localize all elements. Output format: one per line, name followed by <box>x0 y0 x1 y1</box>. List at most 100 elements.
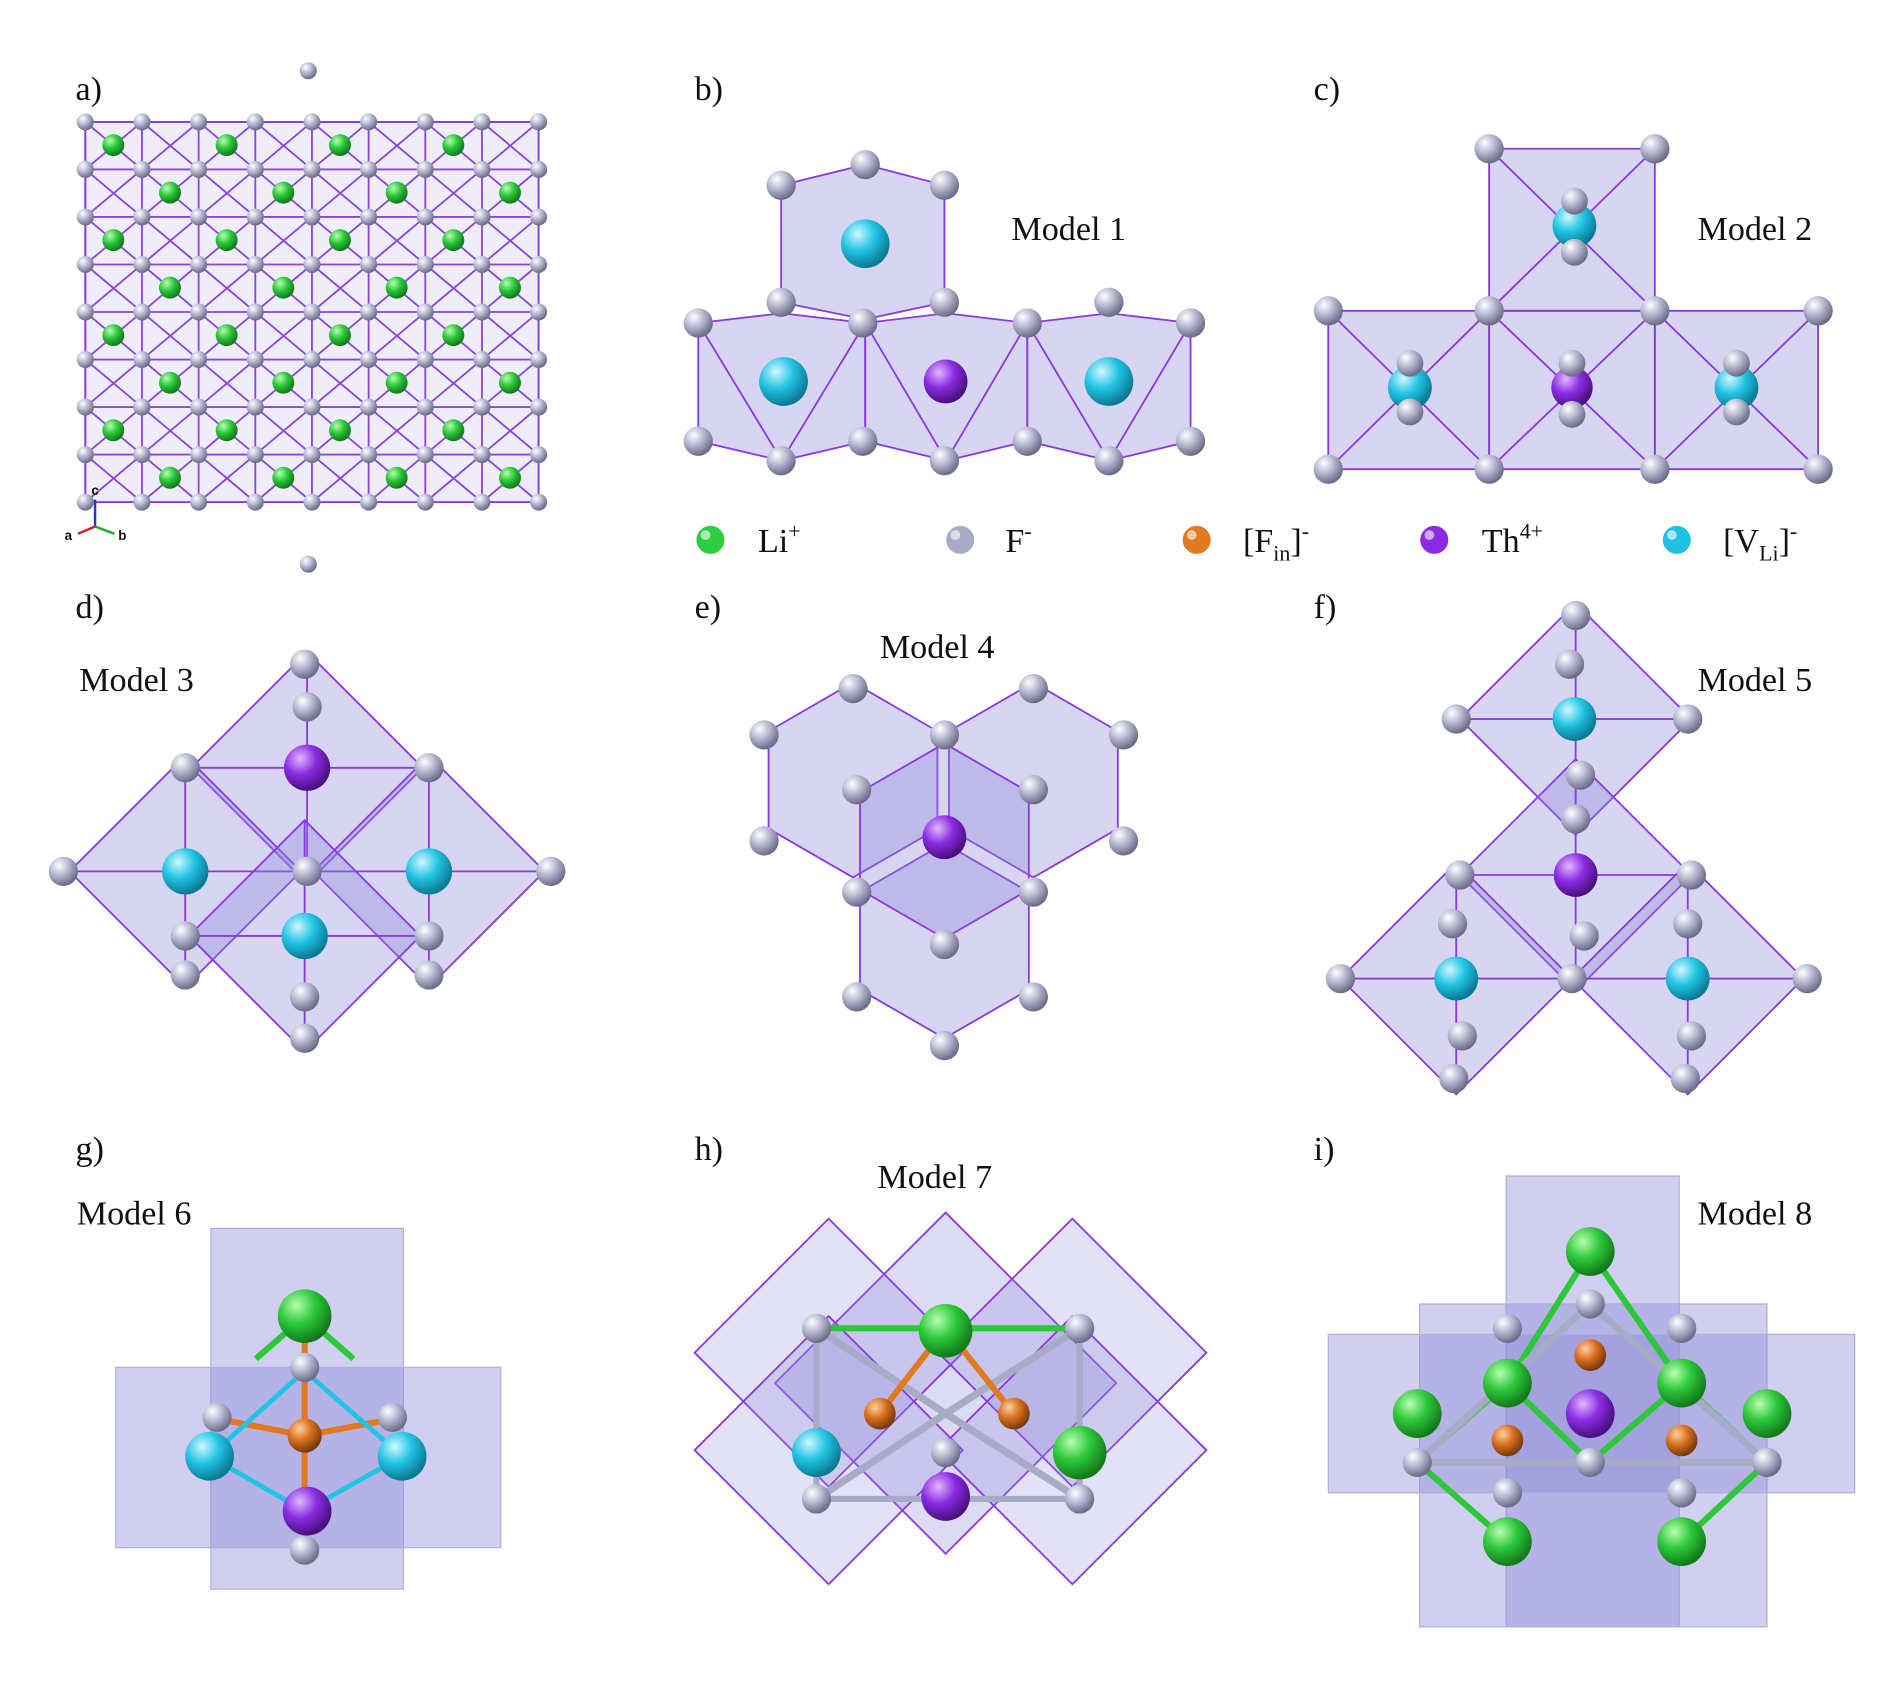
atom <box>1175 426 1206 456</box>
atom <box>998 1397 1030 1430</box>
bond <box>368 311 426 361</box>
atom <box>1561 804 1591 834</box>
bond <box>943 1410 1082 1503</box>
atom <box>530 398 548 416</box>
bond <box>141 311 200 361</box>
bond <box>481 216 540 266</box>
atom <box>840 219 890 269</box>
atom <box>842 775 872 805</box>
atom <box>360 398 378 416</box>
bond <box>311 358 370 408</box>
atom <box>416 351 434 369</box>
atom <box>1483 1517 1532 1566</box>
atom <box>749 826 779 856</box>
bond <box>481 406 540 456</box>
atom <box>76 398 94 416</box>
atom <box>1474 296 1504 326</box>
atom <box>76 160 94 178</box>
atom <box>360 255 378 274</box>
legend-sup: - <box>1302 519 1309 544</box>
atom <box>290 982 320 1012</box>
atom <box>1561 187 1588 215</box>
bond <box>84 263 143 313</box>
atom <box>1313 296 1343 326</box>
atom <box>1673 909 1703 939</box>
atom <box>190 351 208 369</box>
atom <box>1108 720 1139 750</box>
atom <box>76 113 94 131</box>
atom <box>1094 446 1124 476</box>
atom <box>442 419 465 442</box>
atom <box>863 1397 896 1430</box>
atom <box>76 255 94 274</box>
atom <box>848 426 878 456</box>
atom <box>1670 1063 1700 1094</box>
atom <box>530 113 548 131</box>
bond <box>368 121 426 171</box>
atom <box>76 446 94 464</box>
atom <box>329 324 351 347</box>
bond <box>141 406 200 456</box>
atom <box>1402 1447 1432 1477</box>
atom <box>1554 649 1585 679</box>
atom <box>416 493 434 511</box>
atom <box>759 357 808 406</box>
atom <box>473 446 491 464</box>
bond <box>311 168 370 218</box>
panel-label: b) <box>695 71 723 108</box>
atom <box>683 426 713 456</box>
atom <box>1558 349 1586 377</box>
atom <box>246 113 264 131</box>
atom <box>277 1289 332 1343</box>
atom <box>190 398 208 416</box>
atom <box>842 982 872 1012</box>
atom <box>1018 673 1048 704</box>
legend-name: Li <box>758 523 788 560</box>
atom <box>329 419 351 442</box>
atom <box>1575 1447 1605 1477</box>
bond <box>254 311 313 361</box>
atom <box>329 229 351 252</box>
atom <box>1018 775 1048 805</box>
atom <box>499 276 521 299</box>
atom <box>416 208 434 226</box>
atom <box>76 303 94 321</box>
panel-label: d) <box>76 589 104 626</box>
atom <box>1434 956 1479 1001</box>
atom <box>246 208 264 226</box>
atom <box>281 912 328 960</box>
atom <box>190 493 208 511</box>
bond <box>1108 322 1192 462</box>
legend-sup: - <box>1790 519 1797 544</box>
atom <box>287 1418 322 1453</box>
atom <box>1557 963 1587 994</box>
atom <box>1565 760 1596 790</box>
atom <box>1552 203 1597 248</box>
atom <box>1018 877 1048 907</box>
atom <box>1094 287 1124 317</box>
atom <box>801 1313 832 1343</box>
atom <box>299 555 317 573</box>
atom <box>1667 1313 1697 1343</box>
atom <box>133 303 151 321</box>
structures <box>48 62 1856 1628</box>
atom <box>416 113 434 131</box>
atom <box>1445 860 1475 890</box>
atom <box>1665 1424 1698 1457</box>
legend-label: [Fin]- <box>1243 519 1309 566</box>
axis-arrow <box>77 525 96 535</box>
bond <box>864 322 948 462</box>
atom <box>416 255 434 274</box>
legend-marker-shine <box>950 530 961 540</box>
model-title: Model 6 <box>77 1196 192 1233</box>
atom <box>159 181 181 204</box>
bond <box>424 453 483 503</box>
atom <box>1483 1358 1532 1408</box>
atom <box>918 1303 973 1358</box>
bond <box>141 121 200 171</box>
atom <box>272 181 295 204</box>
model-title: Model 3 <box>79 662 194 699</box>
atom <box>530 303 548 321</box>
atom <box>162 848 209 895</box>
atom <box>1108 826 1139 856</box>
